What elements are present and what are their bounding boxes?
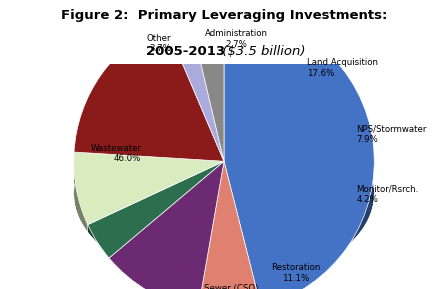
Text: Land Acquisition
17.6%: Land Acquisition 17.6% — [306, 58, 378, 78]
Polygon shape — [74, 78, 165, 189]
Wedge shape — [88, 161, 224, 258]
Polygon shape — [198, 249, 261, 284]
Wedge shape — [190, 11, 224, 161]
Wedge shape — [165, 15, 224, 161]
Wedge shape — [198, 161, 261, 289]
Wedge shape — [224, 11, 374, 289]
Wedge shape — [74, 152, 224, 225]
Polygon shape — [74, 156, 88, 232]
Wedge shape — [109, 161, 224, 289]
Text: 2005-2013: 2005-2013 — [146, 45, 225, 58]
Text: Administration
2.7%: Administration 2.7% — [205, 29, 267, 49]
Text: Monitor/Rsrch.
4.2%: Monitor/Rsrch. 4.2% — [356, 185, 418, 204]
Text: Other
3.7%: Other 3.7% — [147, 34, 172, 53]
Text: Restoration
11.1%: Restoration 11.1% — [271, 264, 321, 283]
Polygon shape — [88, 199, 109, 252]
Text: ($3.5 billion): ($3.5 billion) — [218, 45, 306, 58]
Text: Sewer (CSO)
6.7%: Sewer (CSO) 6.7% — [204, 284, 258, 289]
Wedge shape — [74, 23, 224, 161]
Polygon shape — [109, 219, 198, 283]
Text: Figure 2:  Primary Leveraging Investments:: Figure 2: Primary Leveraging Investments… — [61, 9, 387, 22]
Text: Wastewater
46.0%: Wastewater 46.0% — [90, 144, 142, 164]
Text: NPS/Stormwater
7.9%: NPS/Stormwater 7.9% — [356, 125, 426, 144]
Polygon shape — [224, 71, 374, 282]
